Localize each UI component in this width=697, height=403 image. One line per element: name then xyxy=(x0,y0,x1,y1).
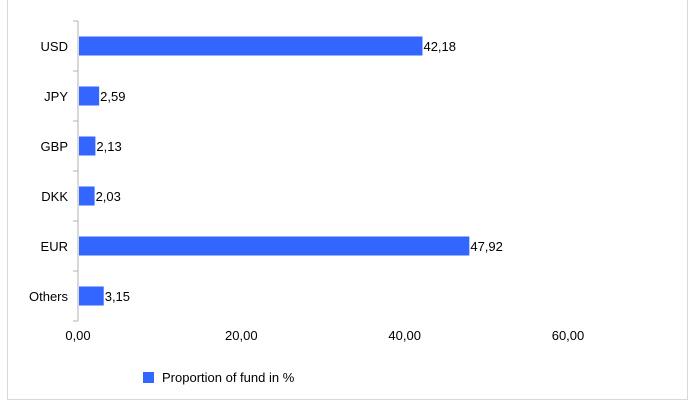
category-label-dkk: DKK xyxy=(41,189,68,204)
data-label-eur: 47,92 xyxy=(470,239,503,254)
legend-swatch xyxy=(143,372,154,383)
category-label-others: Others xyxy=(29,289,69,304)
bar-gbp xyxy=(79,137,95,156)
category-label-usd: USD xyxy=(41,39,68,54)
bar-usd xyxy=(79,37,422,56)
data-label-others: 3,15 xyxy=(105,289,130,304)
bar-jpy xyxy=(79,87,99,106)
data-label-usd: 42,18 xyxy=(423,39,456,54)
data-label-dkk: 2,03 xyxy=(96,189,121,204)
bar-eur xyxy=(79,237,469,256)
legend-label: Proportion of fund in % xyxy=(162,370,294,385)
category-label-eur: EUR xyxy=(41,239,68,254)
bar-dkk xyxy=(79,187,95,206)
bar-others xyxy=(79,287,104,306)
data-label-jpy: 2,59 xyxy=(100,89,125,104)
legend: Proportion of fund in % xyxy=(143,369,294,385)
category-label-jpy: JPY xyxy=(44,89,68,104)
x-tick-label: 60,00 xyxy=(552,328,585,343)
x-tick-label: 0,00 xyxy=(65,328,90,343)
category-label-gbp: GBP xyxy=(41,139,68,154)
x-tick-label: 40,00 xyxy=(388,328,421,343)
data-label-gbp: 2,13 xyxy=(96,139,121,154)
x-tick-label: 20,00 xyxy=(225,328,258,343)
